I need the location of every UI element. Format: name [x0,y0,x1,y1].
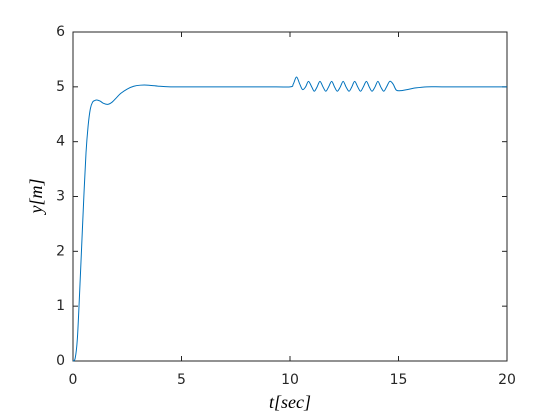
y-tick-label: 1 [56,298,65,314]
axes-box [72,31,508,362]
y-tick-label: 3 [56,189,65,205]
x-tick-label: 10 [281,372,299,388]
x-tick-label: 0 [69,372,78,388]
y-tick-label: 6 [56,24,65,40]
x-tick-label: 15 [390,372,408,388]
data-line [72,76,507,362]
y-axis-label: y[m] [26,179,46,216]
x-axis-label: t[sec] [269,392,311,412]
x-tick-label: 20 [498,372,516,388]
x-tick-label: 5 [177,372,186,388]
y-tick-label: 4 [56,134,65,150]
y-tick-label: 5 [56,79,65,95]
y-tick-label: 0 [56,353,65,369]
y-tick-label: 2 [56,243,65,259]
